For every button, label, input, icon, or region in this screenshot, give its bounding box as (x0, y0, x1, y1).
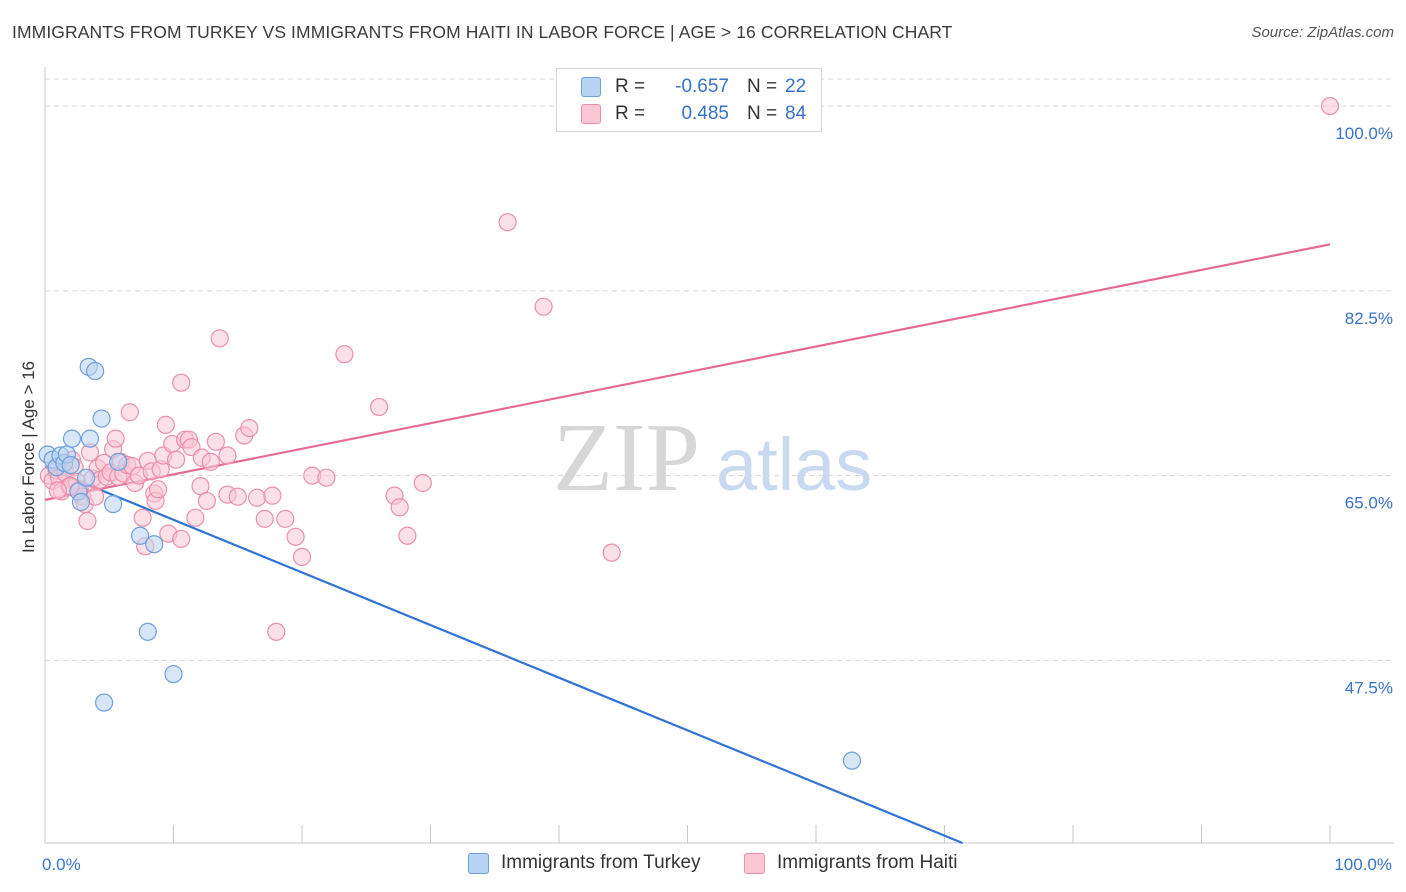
haiti-point (172, 373, 191, 392)
haiti-point (263, 486, 282, 505)
haiti-point (390, 498, 409, 517)
turkey-point (109, 452, 128, 471)
haiti-point (148, 480, 168, 499)
haiti-legend-label: Immigrants from Haiti (777, 852, 958, 873)
turkey-point (130, 526, 150, 545)
haiti-point (286, 527, 305, 546)
chart-title: IMMIGRANTS FROM TURKEY VS IMMIGRANTS FRO… (12, 22, 953, 42)
haiti-point (247, 488, 267, 507)
x-tick-label: 100.0% (1334, 855, 1392, 874)
haiti-point (1320, 96, 1340, 116)
source-credit: Source: ZipAtlas.com (1251, 24, 1394, 41)
turkey-point (104, 494, 123, 514)
haiti-point (240, 418, 259, 438)
turkey-point (77, 468, 96, 487)
turkey-swatch (581, 77, 601, 97)
haiti-point (276, 509, 295, 528)
haiti-point (398, 526, 417, 545)
r-label: R = (615, 76, 646, 97)
haiti-trend-line (44, 243, 1331, 501)
haiti-point (370, 397, 389, 417)
y-axis-title: In Labor Force | Age > 16 (19, 361, 38, 553)
haiti-point (156, 415, 175, 435)
haiti-point (172, 529, 191, 549)
turkey-point (62, 429, 82, 448)
legend-row-turkey: R = -0.657 N = 22 (581, 75, 815, 99)
haiti-legend-swatch (744, 852, 765, 874)
correlation-legend: R = -0.657 N = 22 R = 0.485 N = 84 (556, 68, 822, 132)
haiti-point (206, 432, 226, 451)
turkey-legend-label: Immigrants from Turkey (501, 852, 701, 873)
haiti-point (201, 452, 220, 471)
haiti-point (317, 468, 336, 487)
haiti-point (267, 622, 286, 641)
n-label: N = (747, 103, 778, 124)
r-label: R = (615, 103, 646, 124)
haiti-r-value: 0.485 (681, 103, 729, 124)
haiti-point (534, 297, 553, 316)
turkey-point (86, 361, 105, 381)
turkey-point (80, 429, 100, 448)
n-label: N = (747, 76, 778, 97)
haiti-point (602, 543, 621, 562)
haiti-point (255, 509, 274, 528)
y-tick-label: 65.0% (1345, 494, 1393, 513)
legend-row-haiti: R = 0.485 N = 84 (581, 102, 815, 126)
haiti-point (120, 403, 139, 422)
haiti-point (413, 473, 432, 493)
haiti-point (186, 508, 205, 527)
turkey-n-value: 22 (785, 76, 807, 97)
haiti-point (498, 213, 517, 232)
turkey-point (61, 455, 80, 475)
haiti-n-value: 84 (785, 103, 807, 124)
turkey-point (164, 664, 183, 684)
turkey-point (145, 535, 164, 554)
haiti-point (218, 446, 237, 465)
haiti-point (210, 329, 229, 348)
series-legend: Immigrants from Turkey Immigrants from H… (0, 852, 1406, 878)
y-tick-label: 100.0% (1335, 124, 1393, 143)
haiti-swatch (581, 104, 601, 124)
haiti-point (292, 547, 312, 566)
haiti-point (48, 481, 67, 500)
turkey-trend-line (44, 466, 963, 845)
turkey-point (92, 409, 111, 428)
series-legend-haiti[interactable]: Immigrants from Haiti (744, 852, 958, 874)
gridlines (45, 78, 1394, 661)
haiti-point (335, 345, 354, 364)
haiti-point (228, 487, 247, 506)
haiti-point (106, 429, 125, 448)
scatter-points (38, 96, 1340, 770)
haiti-point (133, 508, 152, 527)
turkey-legend-swatch (468, 852, 489, 874)
series-legend-turkey[interactable]: Immigrants from Turkey (468, 852, 701, 874)
x-tick-label: 0.0% (42, 855, 81, 874)
haiti-point (78, 511, 97, 531)
turkey-point (71, 492, 91, 512)
turkey-point (138, 622, 157, 641)
y-tick-label: 47.5% (1345, 678, 1393, 697)
watermark-atlas: atlas (716, 423, 872, 506)
axis-labels: 47.5% 65.0% 82.5% 100.0% 0.0% 100.0% In Labor … (19, 124, 1393, 874)
y-tick-label: 82.5% (1345, 309, 1393, 328)
haiti-point (166, 450, 186, 469)
trend-lines (44, 243, 1331, 845)
watermark: ZIP atlas (553, 404, 872, 512)
turkey-r-value: -0.657 (675, 76, 729, 97)
turkey-point (842, 751, 862, 770)
watermark-zip: ZIP (553, 404, 700, 512)
haiti-point (197, 491, 217, 511)
turkey-point (95, 693, 114, 712)
